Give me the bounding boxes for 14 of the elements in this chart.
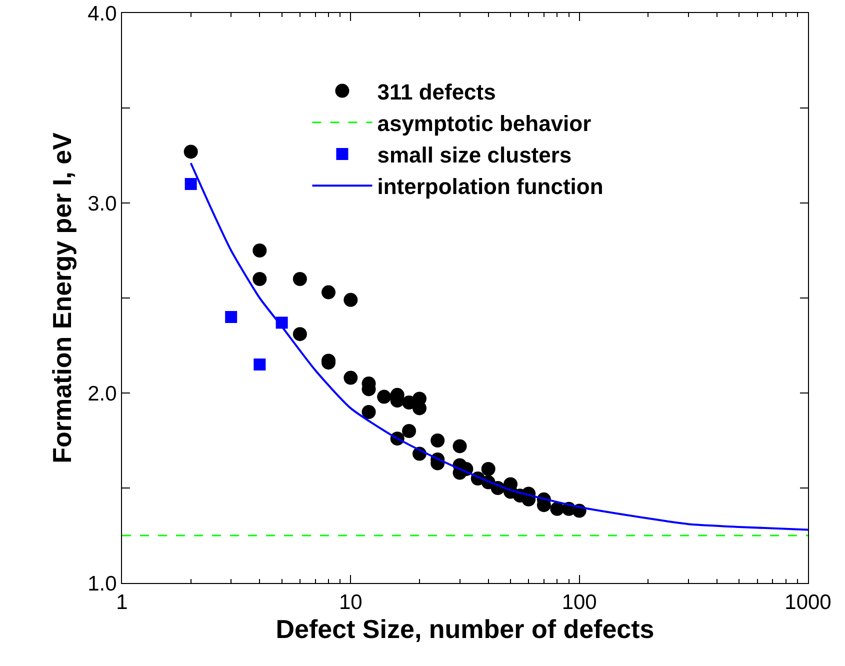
x-axis-title: Defect Size, number of defects	[276, 614, 654, 644]
legend-label: small size clusters	[377, 142, 572, 168]
x-tick-label: 1000	[784, 591, 832, 614]
x-tick-label: 1	[116, 591, 128, 614]
x-tick-label: 100	[562, 591, 597, 614]
legend-label: interpolation function	[377, 174, 604, 200]
y-axis-title: Formation Energy per I, eV	[46, 132, 77, 464]
y-tick-label: 1.0	[88, 572, 117, 596]
y-tick-label: 4.0	[88, 2, 117, 26]
y-tick-label: 3.0	[88, 192, 117, 216]
legend-label: asymptotic behavior	[377, 110, 592, 136]
y-tick-label: 2.0	[88, 382, 117, 406]
legend-label: 311 defects	[377, 79, 496, 104]
x-tick-label: 10	[338, 591, 362, 614]
